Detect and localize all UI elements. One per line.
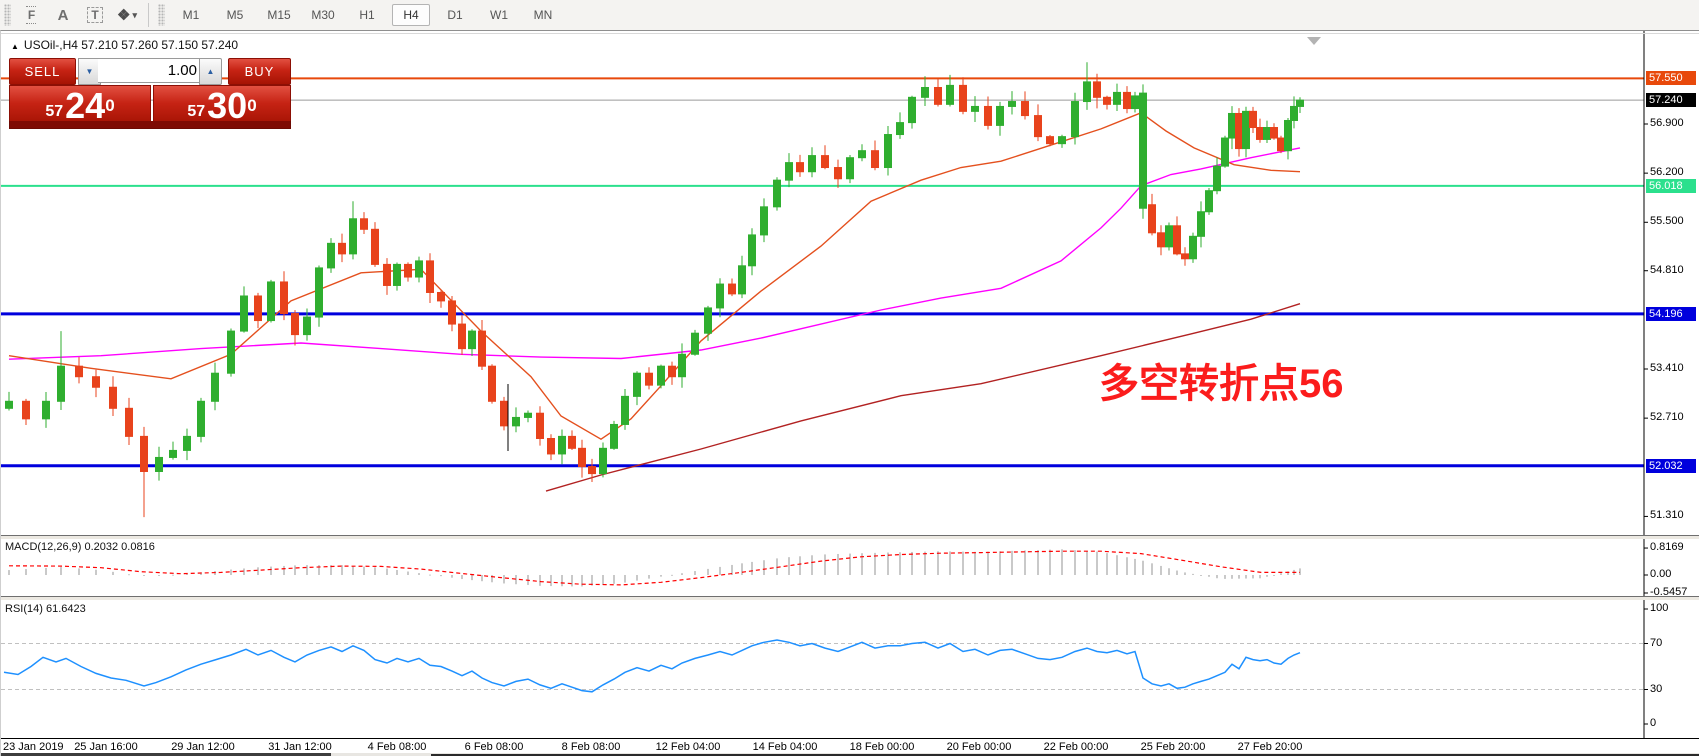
price-chart-pane[interactable]: ▲ USOil-,H4 57.210 57.260 57.150 57.240 S… [1, 31, 1699, 535]
rsi-tick-label: 30 [1650, 682, 1663, 695]
volume-input[interactable] [98, 58, 201, 83]
buy-price-big: 30 [207, 85, 248, 126]
macd-pane[interactable]: MACD(12,26,9) 0.2032 0.0816 [1, 539, 1699, 596]
rsi-pane[interactable]: RSI(14) 61.6423 [1, 600, 1699, 738]
chart-window: ▲ USOil-,H4 57.210 57.260 57.150 57.240 S… [0, 30, 1699, 756]
time-axis-label: 27 Feb 20:00 [1237, 741, 1303, 753]
time-axis-label: 29 Jan 12:00 [171, 741, 235, 753]
buy-price-display[interactable]: 57 30 0 [153, 85, 291, 125]
level-price-label: 52.032 [1646, 458, 1696, 473]
chevron-down-icon[interactable]: ▾ [132, 9, 137, 20]
buy-price-sup: 0 [247, 96, 257, 115]
buy-price-prefix: 57 [187, 103, 206, 120]
price-tick-label: 51.310 [1650, 509, 1684, 522]
macd-label: MACD(12,26,9) 0.2032 0.0816 [5, 541, 155, 553]
timeframe-button-m1[interactable]: M1 [182, 8, 200, 22]
time-axis-label: 4 Feb 08:00 [367, 741, 427, 753]
time-axis-label: 14 Feb 04:00 [752, 741, 818, 753]
volume-decrease-button[interactable]: ▼ [78, 58, 101, 85]
time-axis-label: 6 Feb 08:00 [464, 741, 524, 753]
shapes-icon[interactable]: ❖ ▾ [117, 7, 137, 24]
sell-button[interactable]: SELL [9, 58, 76, 85]
fibonacci-icon[interactable]: F [25, 6, 37, 24]
time-axis-label: 18 Feb 00:00 [849, 741, 915, 753]
text-box-icon[interactable]: T [82, 3, 108, 27]
macd-tick-label: 0.00 [1650, 568, 1672, 580]
timeframe-button-h1[interactable]: H1 [359, 8, 375, 22]
price-tick-label: 56.900 [1650, 117, 1684, 129]
time-axis-label: 25 Feb 20:00 [1140, 741, 1206, 753]
time-axis-label: 25 Jan 16:00 [74, 741, 138, 753]
timeframe-button-w1[interactable]: W1 [490, 8, 508, 22]
price-tick-label: 52.710 [1650, 411, 1684, 424]
timeframe-button-d1[interactable]: D1 [447, 8, 463, 22]
rsi-label: RSI(14) 61.6423 [5, 603, 86, 615]
sell-price-prefix: 57 [45, 103, 64, 120]
price-tick-label: 56.200 [1650, 166, 1684, 179]
macd-tick-label: 0.8169 [1650, 541, 1684, 554]
horizontal-scrollbar[interactable] [1, 753, 1699, 756]
volume-increase-button[interactable]: ▲ [199, 58, 222, 85]
level-price-label: 56.018 [1646, 178, 1696, 193]
price-tick-label: 54.810 [1650, 263, 1684, 276]
current-price-label: 57.240 [1646, 93, 1696, 108]
trade-panel-bottom-strip [9, 121, 291, 129]
time-axis-label: 20 Feb 00:00 [946, 741, 1012, 753]
collapse-triangle-icon[interactable]: ▲ [11, 42, 19, 51]
toolbar-drag-handle-2[interactable] [158, 4, 165, 26]
level-price-label: 54.196 [1646, 306, 1696, 321]
time-axis-label: 31 Jan 12:00 [268, 741, 332, 753]
scrollbar-track-line [431, 754, 1699, 756]
price-tick-label: 55.500 [1650, 215, 1684, 228]
time-axis-label: 23 Jan 2019 [3, 741, 64, 753]
sell-price-sup: 0 [105, 96, 115, 115]
timeframe-button-mn[interactable]: MN [533, 8, 553, 22]
chart-annotation-text: 多空转折点56 [1099, 362, 1344, 406]
time-axis-label: 22 Feb 00:00 [1043, 741, 1109, 753]
time-axis[interactable]: 23 Jan 2019 25 Jan 16:00 29 Jan 12:00 31 Ja… [1, 738, 1699, 755]
timeframe-button-h4[interactable]: H4 [392, 4, 430, 26]
toolbar: F A T ❖ ▾ M1 M5 M15 M30 H1 H4 D1 W1 MN [0, 0, 1699, 31]
rsi-tick-label: 0 [1650, 717, 1657, 729]
timeframe-toolbar: M1 M5 M15 M30 H1 H4 D1 W1 MN [169, 4, 565, 26]
toolbar-separator [148, 3, 149, 27]
symbol-ohlc-text: USOil-,H4 57.210 57.260 57.150 57.240 [23, 38, 239, 52]
toolbar-drag-handle[interactable] [4, 4, 11, 26]
rsi-tick-label: 70 [1650, 636, 1663, 649]
sell-price-big: 24 [65, 85, 106, 126]
timeframe-button-m30[interactable]: M30 [311, 8, 335, 22]
text-label-icon[interactable]: A [57, 6, 69, 24]
price-tick-label: 53.410 [1650, 361, 1684, 374]
macd-tick-label: -0.5457 [1650, 586, 1688, 598]
buy-button[interactable]: BUY [228, 58, 291, 85]
timeframe-button-m15[interactable]: M15 [267, 8, 291, 22]
rsi-tick-label: 100 [1650, 602, 1669, 614]
scrollbar-thumb[interactable] [1, 753, 331, 756]
timeframe-button-m5[interactable]: M5 [226, 8, 244, 22]
sell-price-display[interactable]: 57 24 0 [9, 85, 151, 125]
time-axis-label: 8 Feb 08:00 [561, 741, 621, 753]
level-price-label: 57.550 [1646, 71, 1696, 86]
time-axis-label: 12 Feb 04:00 [655, 741, 721, 753]
symbol-header: ▲ USOil-,H4 57.210 57.260 57.150 57.240 [11, 38, 238, 52]
